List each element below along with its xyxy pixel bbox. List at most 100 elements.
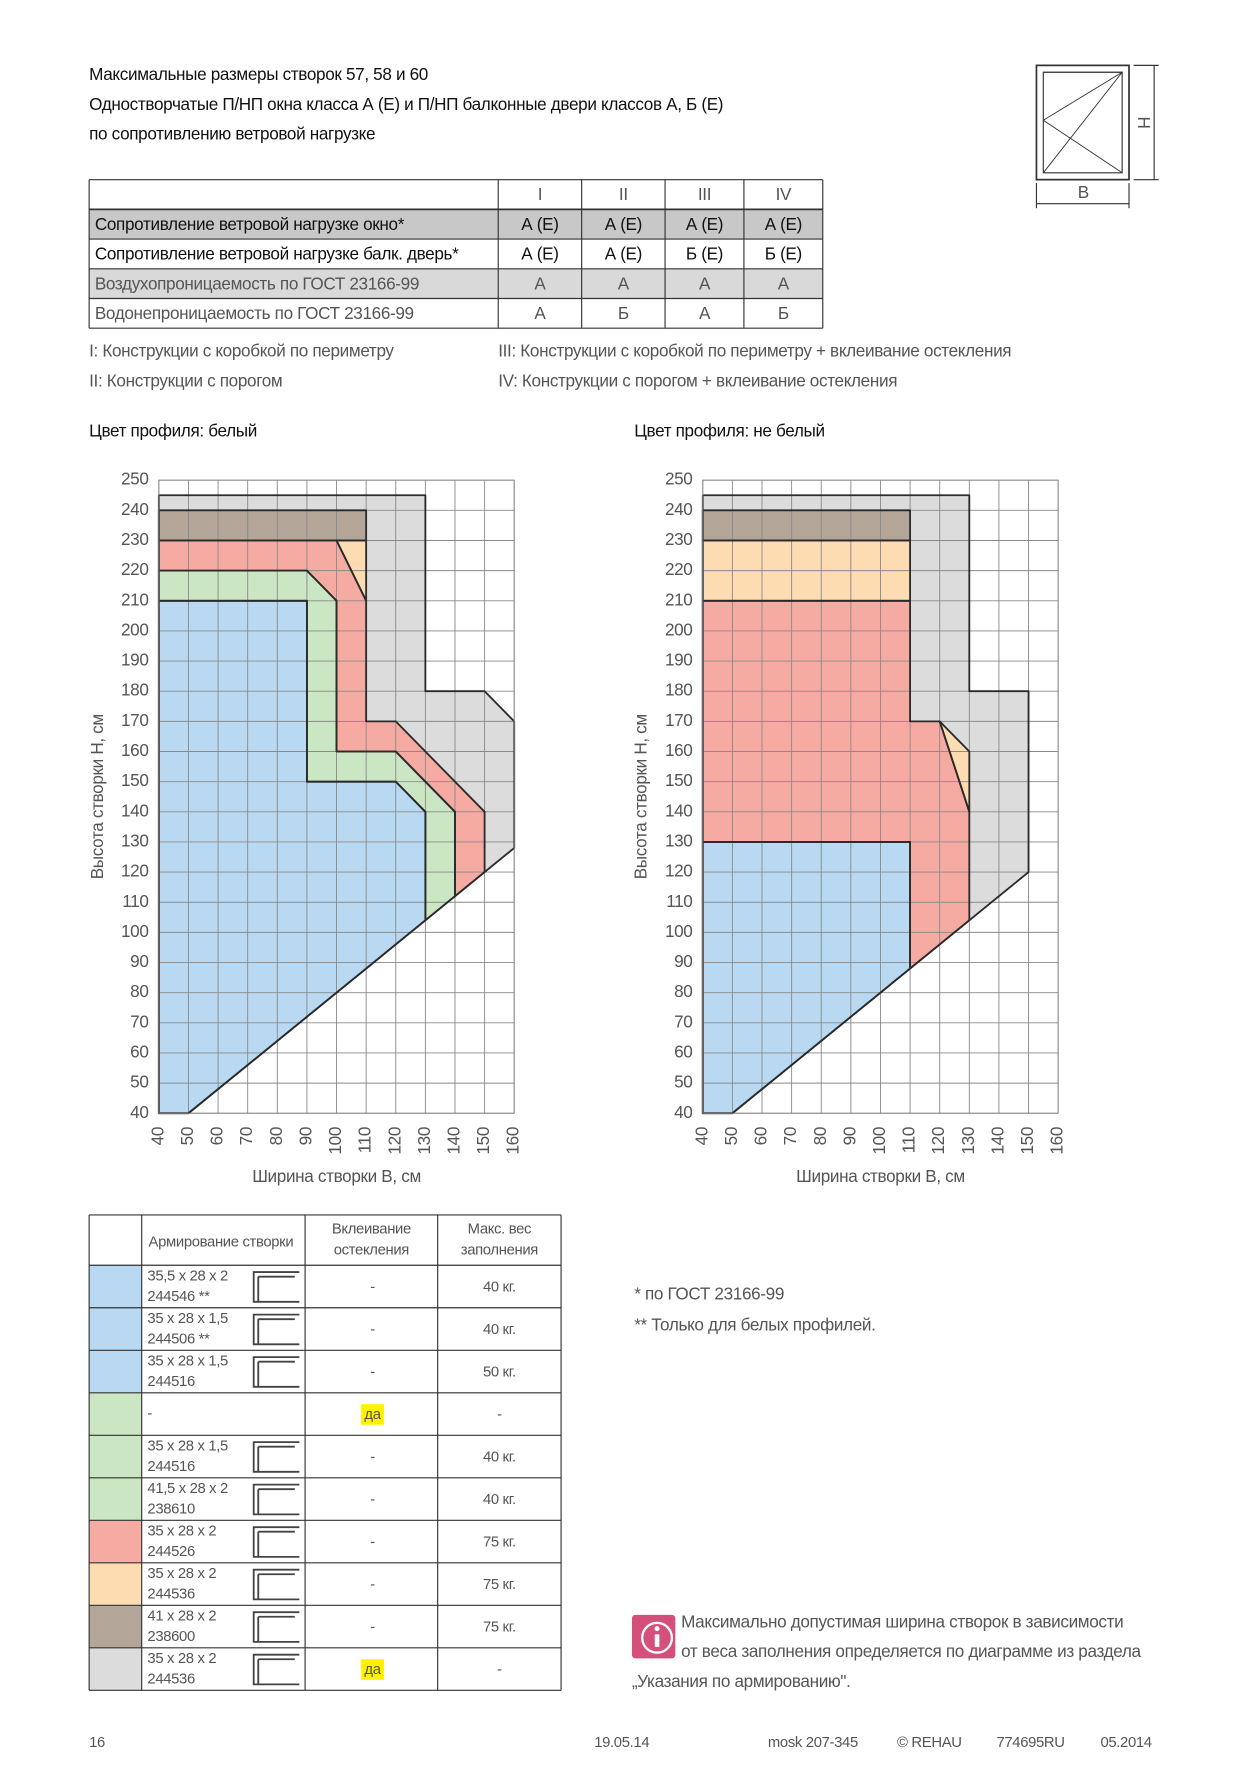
color-swatch [89, 1435, 142, 1478]
table-cell: Водонепроницаемость по ГОСТ 23166-99 [95, 303, 414, 323]
table-header: Армирование створки [149, 1234, 294, 1250]
weight: - [497, 1662, 502, 1678]
table-cell: А [699, 303, 711, 323]
profile-size: 35 x 28 x 1,5 [147, 1439, 228, 1455]
profile-code: 244516 [147, 1459, 195, 1475]
profile-icon [252, 1653, 300, 1686]
y-tick-label: 120 [121, 861, 149, 881]
window-frame [1035, 64, 1130, 181]
y-tick-label: 140 [121, 800, 149, 820]
header-line: Одностворчатые П/НП окна класса А (Е) и … [89, 94, 723, 114]
color-swatch [89, 1520, 142, 1563]
table-cell: А (Е) [605, 244, 642, 264]
table-cell: Б [778, 303, 789, 323]
weight: 75 кг. [483, 1620, 516, 1636]
weight: 75 кг. [483, 1535, 516, 1551]
y-tick-label: 160 [121, 740, 149, 760]
y-tick-label: 40 [674, 1102, 692, 1122]
x-tick-label: 150 [1017, 1127, 1037, 1155]
profile-icon [252, 1483, 300, 1516]
info-icon-i [654, 1634, 660, 1647]
height-label: H [1134, 117, 1154, 129]
profile-icon [252, 1611, 300, 1643]
table-cell: Сопротивление ветровой нагрузке балк. дв… [95, 244, 459, 264]
profile-icon [252, 1441, 300, 1473]
y-axis-label: Высота створки H, см [87, 714, 107, 879]
y-tick-label: 160 [665, 740, 693, 760]
weight: 40 кг. [483, 1322, 516, 1338]
y-tick-label: 70 [674, 1011, 692, 1031]
header-line: по сопротивлению ветровой нагрузке [89, 124, 375, 144]
table-header: III [698, 184, 711, 204]
note: II: Конструкции с порогом [89, 370, 282, 390]
region [702, 510, 911, 541]
x-tick-label: 130 [958, 1127, 978, 1155]
color-swatch [89, 1307, 142, 1351]
x-tick-label: 50 [721, 1127, 741, 1145]
table-cell: А [618, 273, 630, 293]
table-cell: Сопротивление ветровой нагрузке окно* [95, 214, 405, 234]
profile-code: 244516 [147, 1374, 195, 1390]
profile-code: 244546 ** [147, 1289, 210, 1305]
profile-size: 35 x 28 x 1,5 [147, 1311, 228, 1327]
y-tick-label: 100 [665, 921, 693, 941]
table-cell: А [778, 273, 790, 293]
y-tick-label: 40 [130, 1102, 148, 1122]
y-tick-label: 80 [130, 981, 148, 1001]
glazing: - [370, 1535, 375, 1551]
profile-code: 244536 [147, 1672, 195, 1688]
x-tick-label: 70 [780, 1127, 800, 1145]
width-label: B [1078, 182, 1089, 202]
profile-code: 244526 [147, 1544, 195, 1560]
header-line: Максимальные размеры створок 57, 58 и 60 [89, 64, 428, 84]
row-bg [89, 268, 823, 299]
y-tick-label: 60 [674, 1041, 692, 1061]
y-tick-label: 220 [665, 559, 693, 579]
y-tick-label: 210 [121, 589, 149, 609]
footer-item: 05.2014 [1100, 1735, 1151, 1751]
table-cell: А [534, 303, 546, 323]
window-open-line [1042, 71, 1123, 174]
profile-code: 238600 [147, 1629, 195, 1645]
note: IV: Конструкции с порогом + вклеивание о… [498, 370, 897, 390]
footer-item: 19.05.14 [594, 1735, 649, 1751]
glazing: да [364, 1662, 381, 1678]
y-tick-label: 240 [665, 499, 693, 519]
table-header: I [538, 184, 542, 204]
y-tick-label: 240 [121, 499, 149, 519]
y-tick-label: 180 [665, 680, 693, 700]
y-tick-label: 90 [674, 951, 692, 971]
x-tick-label: 150 [473, 1127, 493, 1155]
footer-item: © REHAU [897, 1735, 962, 1751]
table-header: II [619, 184, 628, 204]
info-icon-dot [654, 1626, 660, 1632]
profile-icon [252, 1271, 300, 1303]
region [702, 841, 911, 1114]
table-cell: А (Е) [521, 244, 558, 264]
profile-code: 244506 ** [147, 1332, 210, 1348]
profile-icon [252, 1526, 300, 1558]
x-tick-label: 90 [839, 1127, 859, 1145]
weight: 40 кг. [483, 1450, 516, 1466]
x-tick-label: 160 [1047, 1127, 1067, 1155]
y-tick-label: 130 [665, 830, 693, 850]
info-line: от веса заполнения определяется по диагр… [681, 1641, 1141, 1661]
plot-frame [158, 479, 515, 1114]
profile-code: 244536 [147, 1587, 195, 1603]
y-tick-label: 100 [121, 921, 149, 941]
table-header: Вклеивание [332, 1222, 411, 1238]
y-tick-label: 220 [121, 559, 149, 579]
y-tick-label: 130 [121, 830, 149, 850]
region-outline [157, 599, 427, 1115]
color-swatch [89, 1265, 142, 1308]
weight: 75 кг. [483, 1577, 516, 1593]
color-swatch [89, 1392, 142, 1436]
weight: - [497, 1407, 502, 1423]
table-cell: Б (Е) [765, 244, 802, 264]
color-swatch [89, 1647, 142, 1691]
y-tick-label: 170 [121, 710, 149, 730]
region [702, 600, 970, 969]
glazing: - [370, 1280, 375, 1296]
footnote: ** Только для белых профилей. [634, 1314, 875, 1334]
